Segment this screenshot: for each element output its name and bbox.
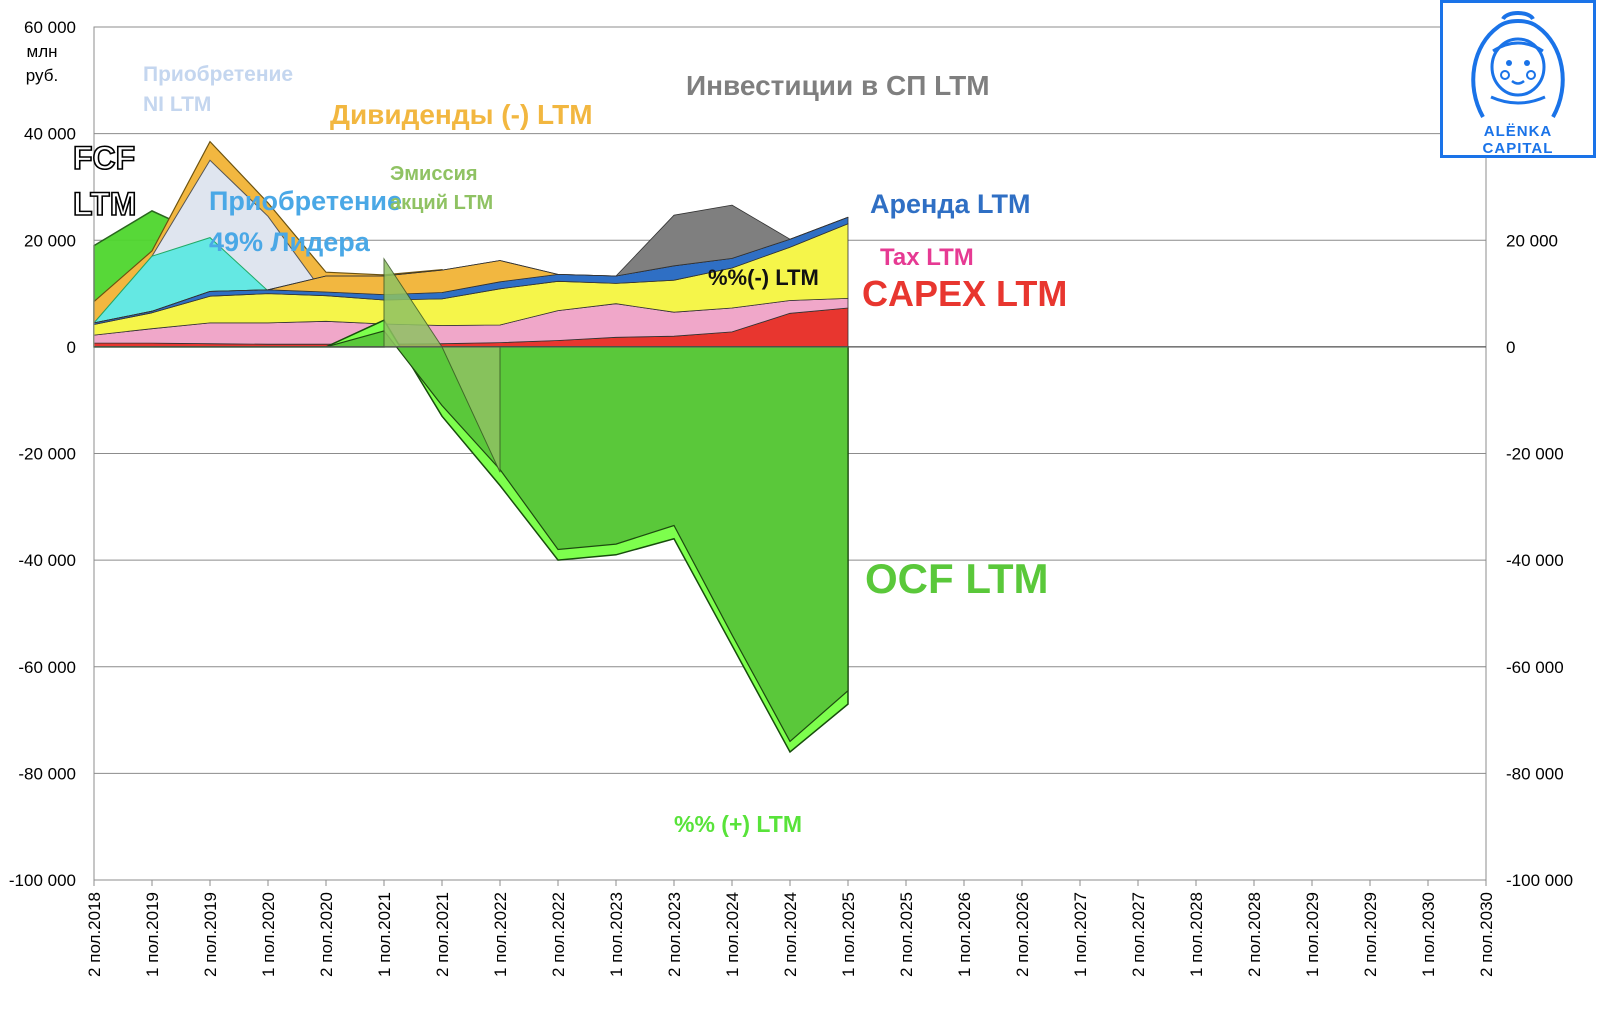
- x-tick-label: 2 пол.2019: [201, 892, 220, 977]
- label-lease: Аренда LTM: [870, 189, 1031, 219]
- x-tick-label: 2 пол.2021: [433, 892, 452, 977]
- unit-label-line2: руб.: [25, 65, 59, 85]
- x-tick-label: 1 пол.2027: [1071, 892, 1090, 977]
- y-tick-left: -80 000: [18, 764, 76, 783]
- x-tick-labels: 2 пол.2018 1 пол.2019 2 пол.2019 1 пол.2020…: [85, 892, 1496, 977]
- y-tick-right: -40 000: [1506, 551, 1564, 570]
- unit-label-line1: млн: [26, 42, 58, 61]
- y-tick-right: -80 000: [1506, 764, 1564, 783]
- label-acq-leader-1: Приобретение: [209, 186, 402, 216]
- x-tick-label: 2 пол.2025: [897, 892, 916, 977]
- label-tax: Tax LTM: [880, 244, 974, 271]
- y-tick-right: -100 000: [1506, 871, 1573, 890]
- x-tick-label: 1 пол.2030: [1419, 892, 1438, 977]
- y-tick-right: -20 000: [1506, 445, 1564, 464]
- label-emission-1: Эмиссия: [390, 163, 478, 185]
- y-tick-left: -40 000: [18, 551, 76, 570]
- y-tick-labels: 60 000 40 000 20 000 0 -20 000 -40 000 -60 000…: [9, 18, 1573, 890]
- x-tick-label: 2 пол.2020: [317, 892, 336, 977]
- y-tick-left: 40 000: [24, 125, 76, 144]
- x-tick-label: 2 пол.2029: [1361, 892, 1380, 977]
- x-tick-label: 2 пол.2018: [85, 892, 104, 977]
- y-tick-left: 60 000: [24, 18, 76, 37]
- label-ocf: OCF LTM: [865, 555, 1049, 602]
- area-инвестиции-в-сп-ltm: [93, 204, 849, 324]
- y-tick-left: 20 000: [24, 231, 76, 250]
- x-tick-label: 1 пол.2022: [491, 892, 510, 977]
- logo-line1: ALЁNKA: [1483, 123, 1553, 140]
- label-emission-2: акций LTM: [390, 192, 494, 214]
- y-tick-right: 0: [1506, 338, 1515, 357]
- x-tick-label: 1 пол.2028: [1187, 892, 1206, 977]
- x-tick-label: 2 пол.2023: [665, 892, 684, 977]
- label-fcf-1: FCF: [72, 140, 136, 176]
- x-tick-label: 2 пол.2027: [1129, 892, 1148, 977]
- x-tick-label: 1 пол.2025: [839, 892, 858, 977]
- unit-label: млн руб.: [18, 40, 66, 88]
- x-tick-label: 1 пол.2020: [259, 892, 278, 977]
- label-acq-ni-2: NI LTM: [143, 93, 212, 116]
- x-tick-label: 1 пол.2023: [607, 892, 626, 977]
- x-tick-label: 2 пол.2024: [781, 892, 800, 977]
- label-dividends: Дивиденды (-) LTM: [330, 99, 593, 130]
- logo-line2: CAPITAL: [1482, 140, 1554, 157]
- x-tick-label: 2 пол.2028: [1245, 892, 1264, 977]
- label-investments-jv: Инвестиции в СП LTM: [686, 70, 990, 101]
- axes: [93, 26, 1487, 886]
- label-interest-pos: %% (+) LTM: [674, 811, 802, 837]
- x-tick-label: 2 пол.2026: [1013, 892, 1032, 977]
- label-fcf-2: LTM: [72, 186, 137, 222]
- x-tick-label: 1 пол.2019: [143, 892, 162, 977]
- x-tick-label: 1 пол.2021: [375, 892, 394, 977]
- x-tick-label: 1 пол.2026: [955, 892, 974, 977]
- plot-areas: [93, 140, 849, 754]
- y-tick-right: 20 000: [1506, 231, 1558, 250]
- label-acq-leader-2: 49% Лидера: [209, 227, 370, 257]
- label-capex: CAPEX LTM: [862, 273, 1068, 314]
- x-tick-label: 2 пол.2022: [549, 892, 568, 977]
- y-tick-right: -60 000: [1506, 658, 1564, 677]
- x-tick-label: 2 пол.2030: [1477, 892, 1496, 977]
- y-tick-left: 0: [67, 338, 76, 357]
- label-acq-ni-1: Приобретение: [143, 63, 294, 86]
- alenka-capital-logo: ALЁNKA CAPITAL: [1440, 0, 1596, 158]
- label-interest-neg: %%(-) LTM: [708, 265, 819, 290]
- x-tick-label: 1 пол.2024: [723, 892, 742, 977]
- x-tick-label: 1 пол.2029: [1303, 892, 1322, 977]
- y-tick-left: -20 000: [18, 445, 76, 464]
- matryoshka-icon: [1471, 11, 1565, 118]
- y-tick-left: -60 000: [18, 658, 76, 677]
- y-tick-left: -100 000: [9, 871, 76, 890]
